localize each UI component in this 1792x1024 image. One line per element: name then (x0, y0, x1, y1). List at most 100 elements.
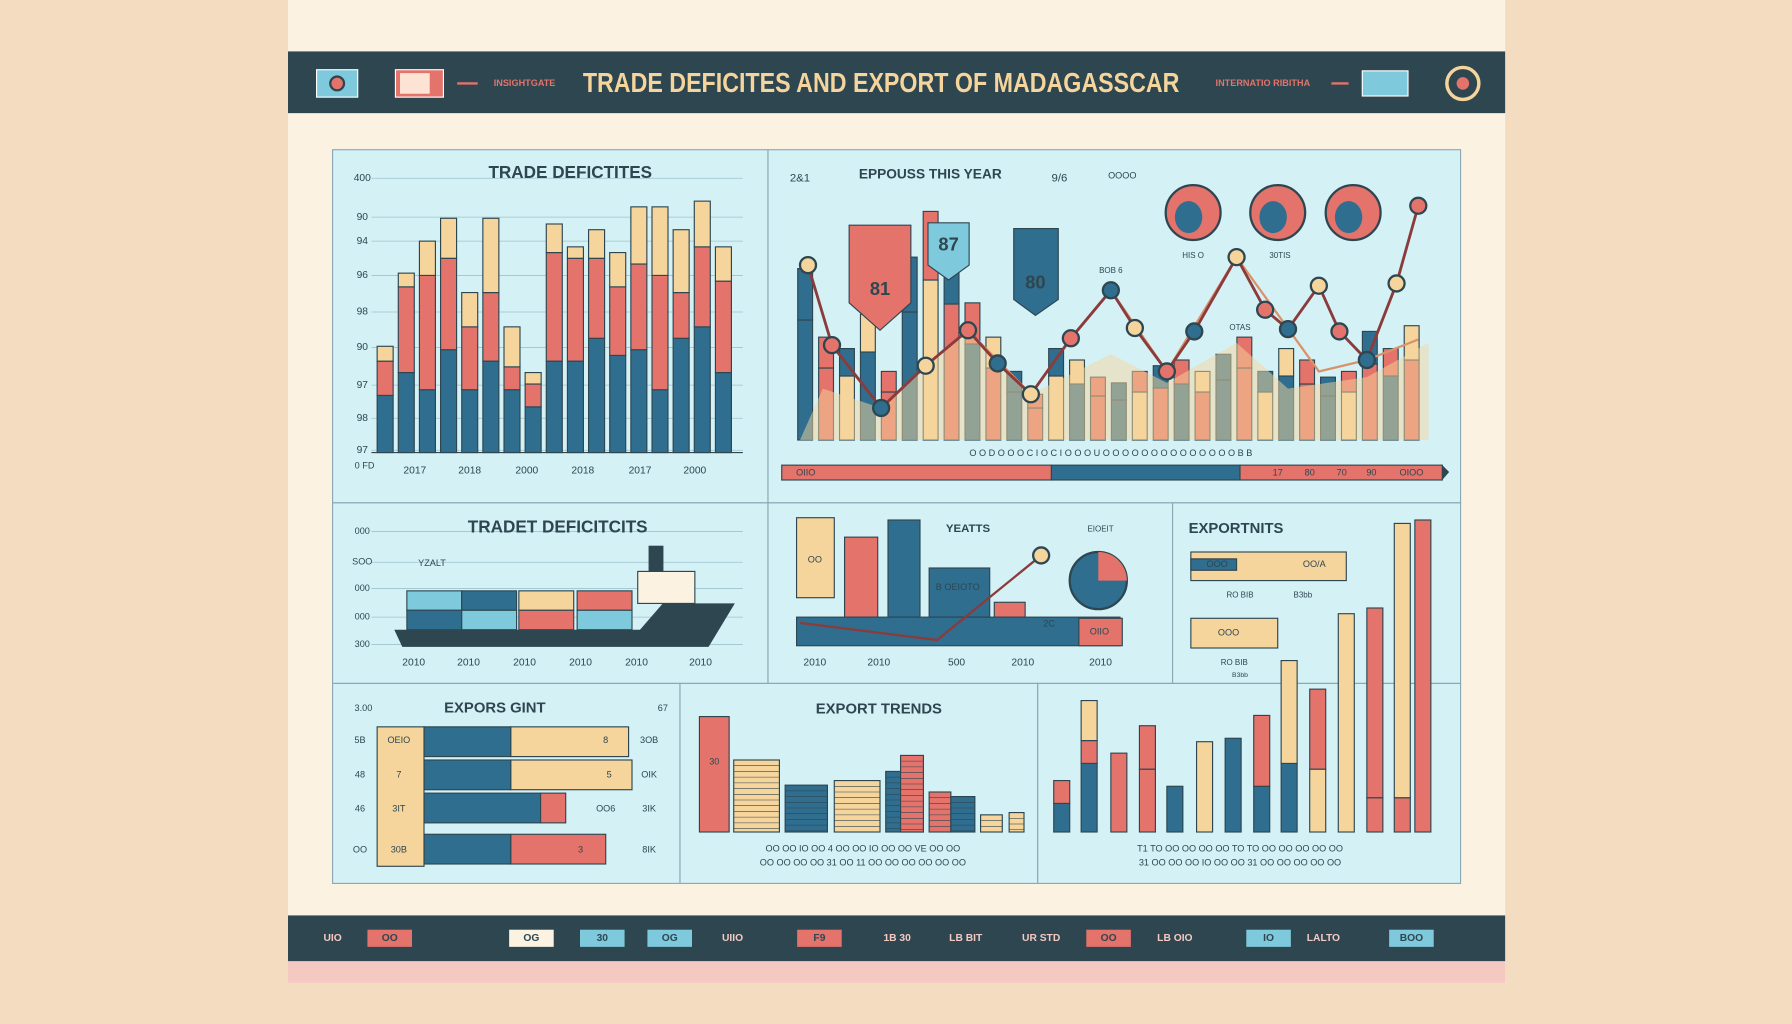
label: 2010 (1011, 658, 1034, 669)
bar (1053, 802, 1071, 833)
footer-box (366, 928, 414, 948)
point (1357, 350, 1376, 370)
label: 2018 (458, 466, 481, 477)
label: OTAS (1229, 323, 1250, 332)
bar (651, 389, 669, 454)
arrow (1442, 465, 1450, 480)
label: 2000 (683, 466, 706, 477)
point (1031, 546, 1051, 565)
label: 3 (578, 845, 583, 855)
label: B3bb (1232, 672, 1248, 679)
label: 2010 (625, 658, 648, 669)
container (461, 590, 518, 611)
container (518, 590, 575, 611)
funnel (648, 545, 664, 572)
label: 87 (938, 234, 958, 255)
bar (672, 337, 690, 454)
bar (510, 759, 633, 791)
flag (1013, 227, 1059, 317)
label: UIO (323, 933, 341, 944)
bar (1224, 737, 1242, 833)
bar (545, 360, 563, 454)
label: 2000 (515, 466, 538, 477)
bar (545, 251, 563, 362)
bar (693, 326, 711, 454)
label: UIIO (722, 933, 743, 944)
bar (461, 326, 479, 391)
bar (609, 251, 627, 288)
bar (461, 389, 479, 454)
label: 2010 (402, 658, 425, 669)
label: 30B (391, 845, 407, 855)
bar (397, 286, 415, 374)
bar (630, 263, 648, 351)
bar (397, 371, 415, 454)
pie-slice (1098, 551, 1127, 581)
label: 0 FD (355, 461, 375, 471)
point (1330, 322, 1349, 341)
label: 80 (1025, 271, 1045, 292)
bar (423, 726, 512, 758)
label: RO BIB (1226, 591, 1253, 600)
icon (315, 69, 359, 98)
bar (439, 257, 458, 351)
bar (524, 371, 542, 385)
bar (1414, 519, 1432, 833)
label: HIS O (1182, 251, 1204, 260)
label: 97 (357, 445, 369, 456)
label: 80 (1305, 468, 1315, 478)
label: O O D O O O C I O C I O O O U O O O O O … (969, 448, 1252, 458)
label: 5B (354, 735, 365, 745)
label: 90 (357, 212, 369, 223)
bar (439, 217, 458, 259)
bar (1309, 688, 1327, 770)
bar (1253, 785, 1271, 833)
label: 000 (355, 612, 370, 622)
bar (887, 519, 921, 618)
label: 3IT (392, 804, 406, 814)
footer-box (507, 928, 555, 948)
bar (784, 784, 828, 833)
bar (461, 291, 479, 328)
bar (510, 833, 607, 865)
bar (1280, 762, 1298, 833)
bar (376, 345, 394, 362)
footer-box (578, 928, 626, 948)
bar (630, 206, 648, 265)
label-column (376, 726, 425, 867)
bar (482, 360, 500, 454)
label: EXPORTNITS (1189, 521, 1284, 537)
label: 000 (355, 526, 370, 536)
label: 96 (357, 270, 369, 281)
point (1125, 318, 1144, 338)
label: 2010 (1089, 658, 1112, 669)
label: 3.00 (355, 703, 373, 713)
label: 2010 (867, 658, 890, 669)
bar (539, 792, 567, 824)
label: EXPORT TRENDS (816, 702, 942, 718)
label: 81 (870, 278, 890, 299)
label: BOB 6 (1099, 266, 1123, 275)
label: 2018 (571, 466, 594, 477)
progress (781, 464, 1052, 481)
label: 17 (1273, 468, 1283, 478)
cabin (637, 570, 696, 604)
label: OO/A (1303, 559, 1327, 569)
bar (503, 389, 521, 454)
bar (693, 246, 711, 328)
label: OO (353, 845, 367, 855)
label: EPPOUSS THIS YEAR (859, 166, 1002, 181)
label: SOO (352, 557, 372, 567)
bar (1337, 613, 1355, 833)
label: 2017 (403, 466, 426, 477)
hull (394, 603, 735, 647)
header-bar (287, 51, 1506, 114)
point (1227, 247, 1246, 267)
bar (545, 223, 563, 254)
bar (928, 567, 991, 618)
icon (1455, 75, 1471, 91)
label: OOOO (1108, 170, 1136, 180)
globe (1334, 201, 1363, 234)
icon (1361, 70, 1409, 97)
